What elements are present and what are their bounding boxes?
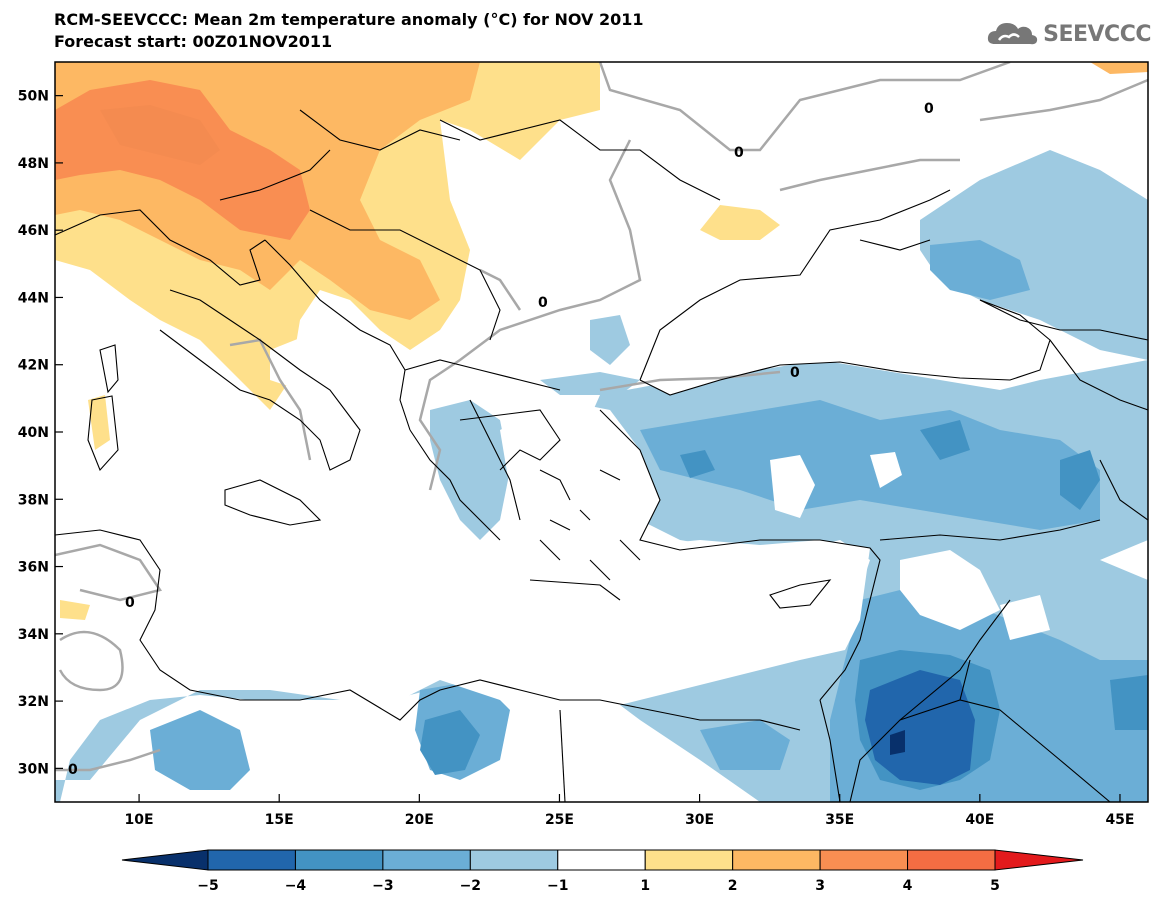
seevccc-logo: SEEVCCC: [985, 18, 1151, 50]
contour-labels: 0 0 0 0 0 0: [68, 101, 934, 778]
lat-label: 42N: [18, 358, 49, 374]
logo-text: SEEVCCC: [1043, 21, 1151, 47]
contour-label: 0: [68, 762, 78, 778]
contour-label: 0: [125, 595, 135, 611]
map-subtitle: Forecast start: 00Z01NOV2011: [54, 32, 333, 51]
colorbar-segment: [469, 849, 559, 871]
warm-anomaly-regions: [55, 62, 1148, 620]
longitude-axis: 10E 15E 20E 25E 30E 35E 40E 45E: [125, 794, 1134, 828]
cloud-icon: [988, 23, 1038, 45]
colorbar-extend-high: [994, 849, 1084, 871]
colorbar-label: −1: [547, 878, 568, 894]
colorbar-label: −2: [460, 878, 481, 894]
contour-label: 0: [538, 295, 548, 311]
colorbar-label: 3: [815, 878, 825, 894]
contour-label: 0: [924, 101, 934, 117]
map-area: 0 0 0 0 0 0: [55, 62, 1148, 802]
lat-label: 40N: [18, 425, 49, 441]
colorbar-segment: [907, 849, 996, 871]
coastlines-and-borders: [55, 109, 1148, 802]
colorbar-segment: [819, 849, 909, 871]
lon-label: 25E: [545, 812, 574, 828]
lat-label: 50N: [18, 89, 49, 105]
map-title: RCM-SEEVCCC: Mean 2m temperature anomaly…: [54, 10, 644, 29]
colorbar-label: 1: [640, 878, 650, 894]
lat-label: 46N: [18, 223, 49, 239]
colorbar: −5 −4 −3 −2 −1 1 2 3 4 5: [121, 849, 1084, 894]
sea-areas: [110, 275, 1050, 720]
lon-label: 20E: [405, 812, 434, 828]
colorbar-segment: [732, 849, 821, 871]
lon-label: 15E: [265, 812, 294, 828]
colorbar-extend-low: [121, 849, 209, 871]
colorbar-segment: [207, 849, 296, 871]
lat-label: 38N: [18, 492, 49, 508]
lon-label: 10E: [125, 812, 154, 828]
colorbar-segment: [644, 849, 734, 871]
latitude-axis: 50N 48N 46N 44N 42N 40N 38N 36N 34N 32N 30N: [18, 89, 63, 777]
colorbar-label: −5: [197, 878, 218, 894]
lat-label: 34N: [18, 627, 49, 643]
zero-contour-lines: [55, 62, 1148, 772]
lat-label: 36N: [18, 560, 49, 576]
colorbar-label: 2: [728, 878, 738, 894]
contour-label: 0: [790, 365, 800, 381]
colorbar-label: −3: [372, 878, 393, 894]
colorbar-segment: [557, 849, 646, 871]
lon-label: 35E: [825, 812, 854, 828]
colorbar-label: 4: [903, 878, 913, 894]
lat-label: 30N: [18, 761, 49, 777]
lon-label: 30E: [685, 812, 714, 828]
lat-label: 32N: [18, 694, 49, 710]
colorbar-segment: [382, 849, 471, 871]
colorbar-label: 5: [990, 878, 1000, 894]
lon-label: 45E: [1105, 812, 1134, 828]
lon-label: 40E: [965, 812, 994, 828]
contour-label: 0: [734, 145, 744, 161]
lat-label: 48N: [18, 156, 49, 172]
colorbar-label: −4: [285, 878, 307, 894]
lat-label: 44N: [18, 290, 49, 306]
colorbar-segment: [294, 849, 384, 871]
